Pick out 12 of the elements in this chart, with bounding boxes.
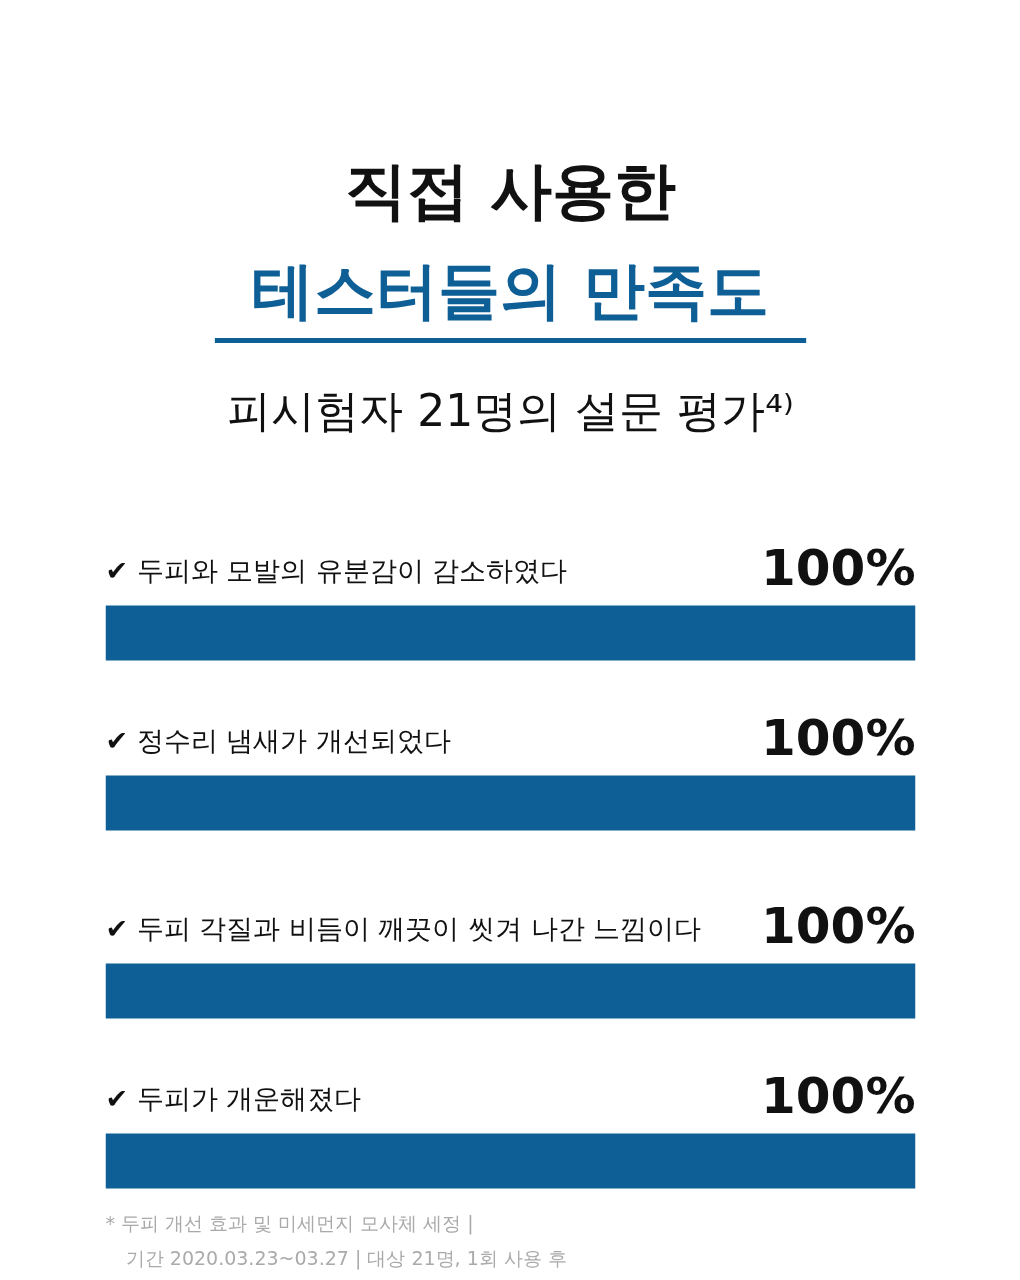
y-tick-label: ✔ 정수리 냄새가 개선되었다: [105, 725, 451, 756]
chart-title: 직접 사용한 테스터들의 만족도: [251, 154, 770, 327]
text: * 두피 개선 효과 및 미세먼지 모사체 세정 |: [105, 1211, 474, 1235]
chart-subtitle: 피시험자 21명의 설문 평가⁴⁾: [227, 385, 794, 436]
data-label: 100%: [761, 708, 916, 767]
y-tick-label: ✔ 두피 각질과 비듬이 깨끗이 씻겨 나간 느낌이다: [105, 913, 702, 944]
data-label: 100%: [761, 896, 916, 955]
y-tick-label: ✔ 두피와 모발의 유분감이 감소하였다: [105, 555, 568, 586]
y-tick-label: ✔ 두피가 개운해졌다: [105, 1083, 362, 1114]
data-label: 100%: [761, 538, 916, 597]
data-label: 100%: [761, 1066, 916, 1125]
text: 기간 2020.03.23~03.27 | 대상 21명, 1회 사용 후: [125, 1246, 567, 1270]
